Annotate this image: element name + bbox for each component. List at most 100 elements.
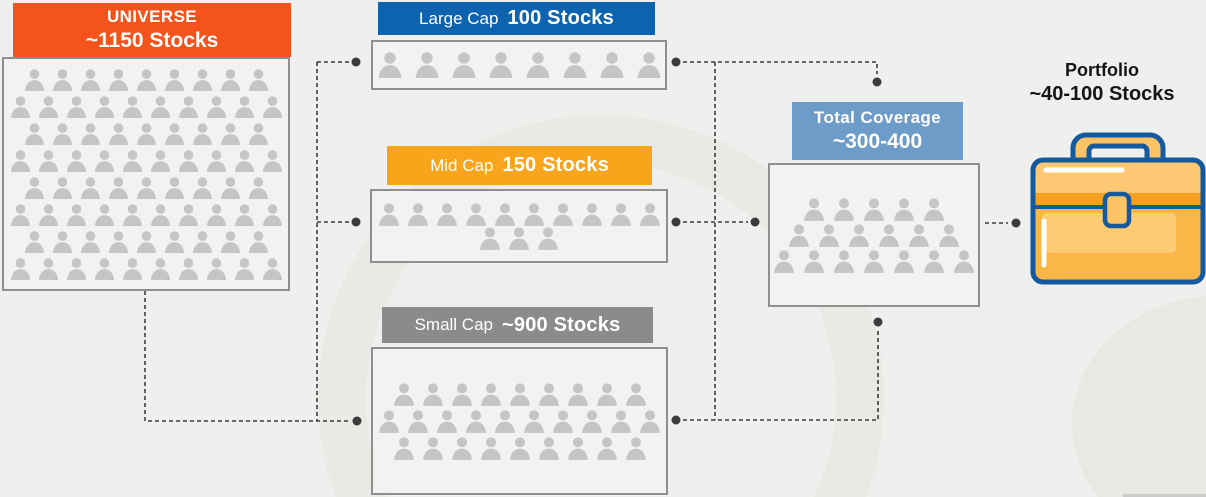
junction-dot	[671, 57, 681, 67]
person-icon	[66, 95, 86, 118]
mid-cap-value: 150 Stocks	[502, 154, 609, 176]
person-icon	[452, 52, 475, 78]
person-icon	[262, 149, 282, 172]
person-icon	[637, 52, 660, 78]
person-icon	[234, 203, 254, 226]
person-icon	[422, 436, 443, 460]
person-icon	[451, 436, 472, 460]
person-icon	[451, 382, 472, 406]
small-cap-header: Small Cap ~900 Stocks	[382, 307, 653, 343]
portfolio-title: Portfolio	[1065, 60, 1139, 80]
person-icon	[24, 230, 44, 253]
person-icon	[38, 95, 58, 118]
small-cap-label: Small Cap	[414, 315, 493, 334]
junction-dot	[351, 57, 361, 67]
person-icon	[66, 203, 86, 226]
person-icon	[24, 176, 44, 199]
person-icon	[10, 95, 30, 118]
universe-people-box	[2, 57, 290, 291]
person-icon	[596, 436, 617, 460]
person-icon	[393, 382, 414, 406]
person-icon	[206, 95, 226, 118]
person-icon	[465, 202, 486, 226]
person-icon	[80, 122, 100, 145]
junction-dot	[671, 415, 681, 425]
large-cap-people-box	[371, 40, 667, 90]
person-icon	[640, 409, 660, 433]
person-icon	[108, 68, 128, 91]
junction-dot	[872, 77, 882, 87]
person-icon	[552, 202, 573, 226]
person-icon	[136, 122, 156, 145]
person-icon	[206, 257, 226, 280]
person-icon	[24, 122, 44, 145]
person-icon	[52, 68, 72, 91]
person-icon	[864, 197, 884, 221]
person-icon	[24, 68, 44, 91]
person-icon	[262, 95, 282, 118]
person-icon	[234, 149, 254, 172]
person-icon	[611, 409, 631, 433]
person-icon	[248, 122, 268, 145]
person-icon	[150, 203, 170, 226]
person-icon	[192, 176, 212, 199]
person-icon	[625, 436, 646, 460]
person-icon	[581, 202, 602, 226]
person-icon	[924, 249, 944, 273]
person-icon	[10, 149, 30, 172]
person-icon	[122, 149, 142, 172]
person-icon	[150, 257, 170, 280]
junction-dot	[351, 217, 361, 227]
person-icon	[538, 226, 558, 250]
person-icon	[849, 223, 869, 247]
person-icon	[52, 176, 72, 199]
person-icon	[192, 68, 212, 91]
person-icon	[924, 197, 944, 221]
person-icon	[804, 249, 824, 273]
person-icon	[494, 202, 515, 226]
person-icon	[206, 203, 226, 226]
person-icon	[108, 122, 128, 145]
person-icon	[378, 52, 401, 78]
person-icon	[122, 95, 142, 118]
person-icon	[495, 409, 515, 433]
person-icon	[38, 149, 58, 172]
person-icon	[600, 52, 623, 78]
person-icon	[596, 382, 617, 406]
person-icon	[894, 249, 914, 273]
person-icon	[248, 68, 268, 91]
person-icon	[834, 249, 854, 273]
total-coverage-title: Total Coverage	[813, 107, 942, 127]
person-icon	[206, 149, 226, 172]
person-icon	[436, 202, 457, 226]
person-icon	[639, 202, 660, 226]
person-icon	[834, 197, 854, 221]
person-icon	[136, 230, 156, 253]
total-coverage-people-box	[768, 163, 980, 307]
person-icon	[378, 202, 399, 226]
person-icon	[164, 230, 184, 253]
person-icon	[136, 68, 156, 91]
person-icon	[164, 176, 184, 199]
person-icon	[178, 149, 198, 172]
universe-subtitle: ~1150 Stocks	[85, 28, 219, 52]
person-icon	[80, 176, 100, 199]
person-icon	[538, 436, 559, 460]
person-icon	[437, 409, 457, 433]
connector-small-cap-to-coverage	[683, 330, 879, 421]
person-icon	[567, 382, 588, 406]
person-icon	[122, 257, 142, 280]
person-icon	[939, 223, 959, 247]
person-icon	[466, 409, 486, 433]
person-icon	[38, 257, 58, 280]
person-icon	[480, 226, 500, 250]
person-icon	[52, 122, 72, 145]
universe-title: UNIVERSE	[106, 6, 198, 26]
person-icon	[108, 230, 128, 253]
junction-dot	[873, 317, 883, 327]
person-icon	[122, 203, 142, 226]
briefcase-clasp	[1102, 191, 1132, 229]
person-icon	[563, 52, 586, 78]
person-icon	[524, 409, 544, 433]
